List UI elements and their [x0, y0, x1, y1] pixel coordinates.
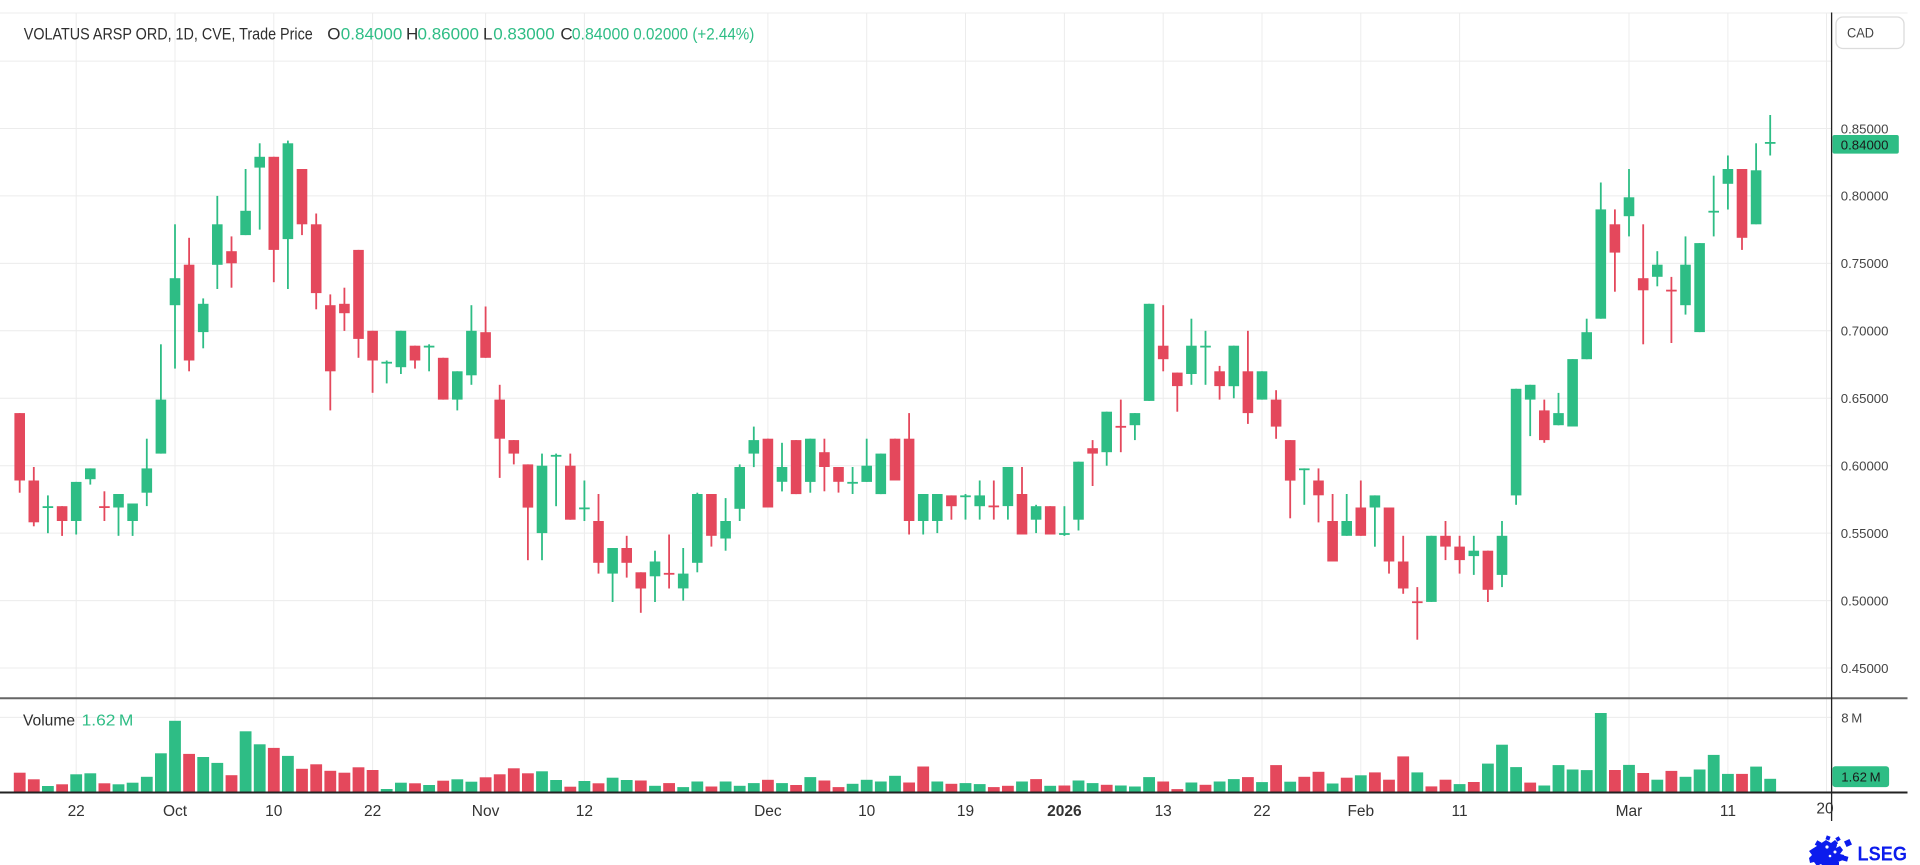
svg-text:0.84000: 0.84000 — [1841, 137, 1889, 152]
svg-text:Volume: Volume — [23, 713, 75, 730]
svg-text:Dec: Dec — [754, 803, 782, 820]
svg-text:11: 11 — [1720, 803, 1736, 820]
svg-text:VOLATUS ARSP ORD, 1D, CVE, Tra: VOLATUS ARSP ORD, 1D, CVE, Trade Price — [24, 25, 313, 44]
svg-text:LSEG: LSEG — [1858, 843, 1908, 865]
svg-text:0.85000: 0.85000 — [1841, 121, 1889, 136]
svg-text:Oct: Oct — [163, 803, 188, 820]
svg-text:1.62 M: 1.62 M — [82, 713, 134, 730]
svg-text:20: 20 — [1816, 801, 1834, 818]
svg-text:1.62 M: 1.62 M — [1841, 770, 1880, 785]
svg-text:0.75000: 0.75000 — [1841, 256, 1889, 271]
svg-text:19: 19 — [957, 803, 974, 820]
svg-text:0.65000: 0.65000 — [1841, 391, 1889, 406]
svg-text:0.60000: 0.60000 — [1841, 459, 1889, 474]
svg-text:11: 11 — [1452, 803, 1468, 820]
svg-text:0.70000: 0.70000 — [1841, 324, 1889, 339]
svg-text:0.02000 (+2.44%): 0.02000 (+2.44%) — [633, 25, 754, 44]
svg-text:22: 22 — [364, 803, 381, 820]
svg-text:10: 10 — [858, 803, 876, 820]
svg-text:0.80000: 0.80000 — [1841, 189, 1889, 204]
svg-text:0.84000: 0.84000 — [572, 25, 630, 44]
svg-text:0.84000: 0.84000 — [341, 25, 403, 44]
svg-text:8 M: 8 M — [1841, 711, 1862, 726]
svg-text:0.86000: 0.86000 — [418, 25, 480, 44]
svg-text:0.50000: 0.50000 — [1841, 593, 1889, 608]
svg-text:0.83000: 0.83000 — [493, 25, 555, 44]
svg-text:O: O — [327, 25, 340, 44]
svg-text:2026: 2026 — [1047, 803, 1082, 820]
svg-text:0.55000: 0.55000 — [1841, 526, 1889, 541]
svg-text:C: C — [560, 25, 572, 44]
svg-text:22: 22 — [1253, 803, 1270, 820]
svg-text:10: 10 — [265, 803, 283, 820]
svg-text:12: 12 — [576, 803, 593, 820]
svg-text:Mar: Mar — [1616, 803, 1643, 820]
svg-text:H: H — [406, 25, 418, 44]
svg-text:CAD: CAD — [1847, 26, 1874, 41]
svg-text:Feb: Feb — [1347, 803, 1374, 820]
svg-text:L: L — [483, 25, 492, 44]
svg-text:0.45000: 0.45000 — [1841, 661, 1889, 676]
svg-text:13: 13 — [1155, 803, 1172, 820]
svg-text:22: 22 — [68, 803, 85, 820]
svg-text:Nov: Nov — [472, 803, 500, 820]
